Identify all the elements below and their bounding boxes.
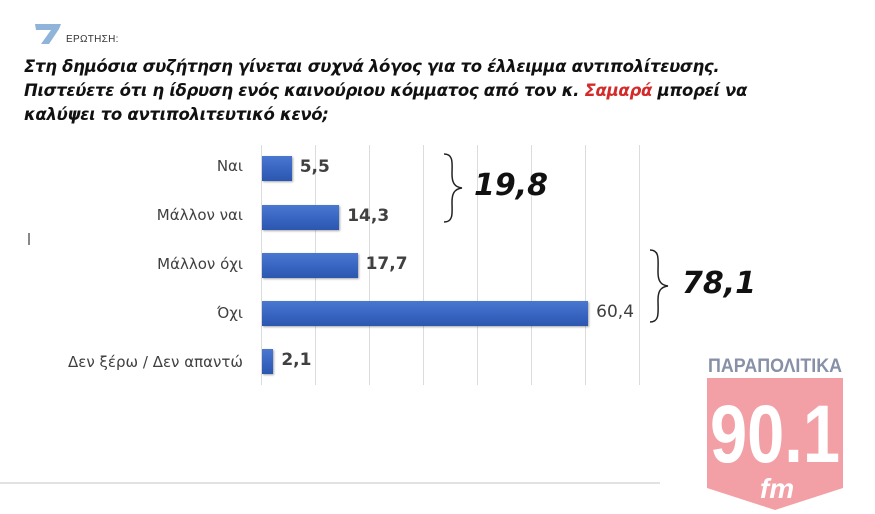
question-text-part1: Στη δημόσια συζήτηση γίνεται συχνά λόγος… <box>24 57 720 100</box>
category-label: Μάλλον όχι <box>157 255 243 273</box>
logo-frequency: 90.1 <box>710 389 840 480</box>
bar-mallon-ochi <box>262 253 358 278</box>
value-label: 14,3 <box>347 206 390 226</box>
gridline <box>531 145 532 385</box>
logo-band: fm <box>760 473 794 504</box>
bar-den-xero <box>262 349 274 374</box>
value-label: 60,4 <box>596 302 635 322</box>
bar-ochi <box>262 301 589 326</box>
gridline <box>477 145 478 385</box>
bar-nai <box>262 156 292 181</box>
question-number-icon <box>35 24 61 44</box>
gridline <box>639 145 640 385</box>
bar-mallon-nai <box>262 205 340 230</box>
category-label: Όχι <box>217 304 243 322</box>
question-highlight: Σαμαρά <box>584 81 653 100</box>
question-text: Στη δημόσια συζήτηση γίνεται συχνά λόγος… <box>24 55 784 127</box>
group-total-positive: 19,8 <box>474 168 549 203</box>
question-label: ΕΡΩΤΗΣΗ: <box>66 34 119 45</box>
brace-icon <box>649 249 669 323</box>
group-total-negative: 78,1 <box>682 266 757 301</box>
value-label: 2,1 <box>281 350 312 370</box>
gridline <box>585 145 586 385</box>
category-label: Μάλλον ναι <box>156 206 243 224</box>
gridline <box>369 145 370 385</box>
divider-line <box>0 482 660 484</box>
category-label: Δεν ξέρω / Δεν απαντώ <box>68 353 243 371</box>
text-cursor <box>28 233 30 245</box>
category-label: Ναι <box>216 157 243 175</box>
value-label: 5,5 <box>299 157 330 177</box>
question-text-part2: μπορεί να καλύψει το αντιπολιτευτικό κεν… <box>24 81 748 124</box>
logo-top-text: ΠΑΡΑΠΟΛΙΤΙΚΑ <box>708 356 842 377</box>
gridline <box>261 145 262 385</box>
parapolitika-logo: ΠΑΡΑΠΟΛΙΤΙΚΑ 90.1 fm <box>707 356 843 510</box>
value-label: 17,7 <box>365 254 408 274</box>
brace-icon <box>443 153 463 223</box>
gridline <box>423 145 424 385</box>
